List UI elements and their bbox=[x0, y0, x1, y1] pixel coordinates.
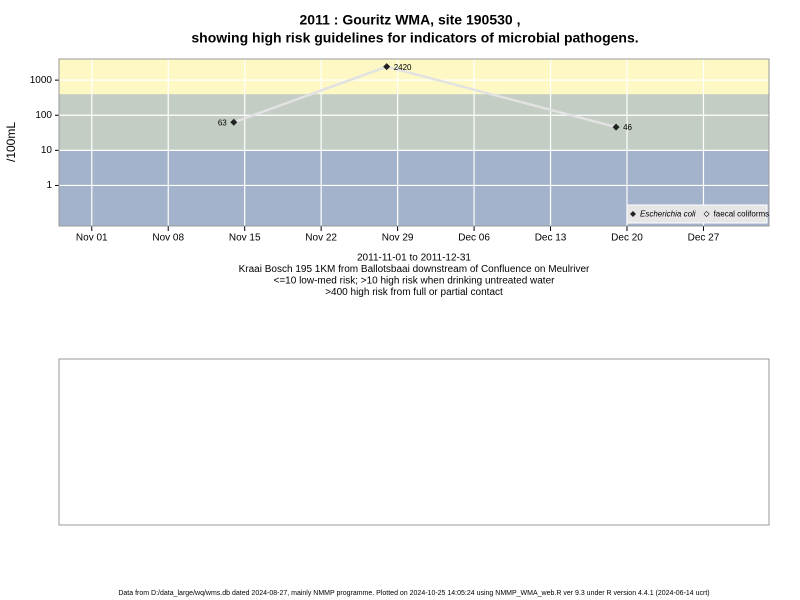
subtitle: Kraai Bosch 195 1KM from Ballotsbaai dow… bbox=[239, 264, 590, 275]
x-tick-label: Nov 15 bbox=[229, 233, 261, 244]
risk-band bbox=[59, 94, 769, 151]
x-tick-label: Nov 08 bbox=[152, 233, 184, 244]
data-label: 46 bbox=[623, 123, 632, 132]
legend-label: faecal coliforms bbox=[714, 210, 770, 219]
empty-panel bbox=[58, 358, 770, 526]
y-tick-label: 10 bbox=[41, 145, 53, 156]
subtitle: <=10 low-med risk; >10 high risk when dr… bbox=[274, 276, 556, 287]
x-tick-label: Nov 22 bbox=[305, 233, 337, 244]
legend-label: Escherichia coli bbox=[640, 210, 696, 219]
subtitle: 2011-11-01 to 2011-12-31 bbox=[357, 253, 471, 264]
chart-title: 2011 : Gouritz WMA, site 190530 , bbox=[300, 12, 521, 28]
legend-marker bbox=[630, 211, 636, 217]
data-point bbox=[383, 63, 391, 71]
y-tick-label: 1 bbox=[46, 180, 52, 191]
plot-frame bbox=[58, 58, 770, 227]
data-point bbox=[230, 118, 238, 126]
x-tick-label: Nov 29 bbox=[382, 233, 414, 244]
data-label: 2420 bbox=[394, 63, 412, 72]
legend-box bbox=[626, 204, 768, 224]
y-tick-label: 100 bbox=[35, 110, 52, 121]
x-tick-label: Dec 06 bbox=[458, 233, 490, 244]
subtitle: >400 high risk from full or partial cont… bbox=[325, 287, 503, 298]
footer: Data from D:/data_large/wq/wms.db dated … bbox=[118, 590, 709, 597]
legend-marker bbox=[703, 211, 710, 217]
data-label: 63 bbox=[218, 118, 227, 127]
y-axis-label: /100mL bbox=[4, 122, 18, 162]
data-point bbox=[612, 123, 620, 131]
y-tick-label: 1000 bbox=[30, 75, 53, 86]
x-tick-label: Dec 20 bbox=[611, 233, 643, 244]
x-tick-label: Dec 27 bbox=[688, 233, 720, 244]
x-tick-label: Dec 13 bbox=[535, 233, 567, 244]
chart-title: showing high risk guidelines for indicat… bbox=[191, 30, 638, 46]
x-tick-label: Nov 01 bbox=[76, 233, 108, 244]
risk-band bbox=[59, 59, 769, 95]
